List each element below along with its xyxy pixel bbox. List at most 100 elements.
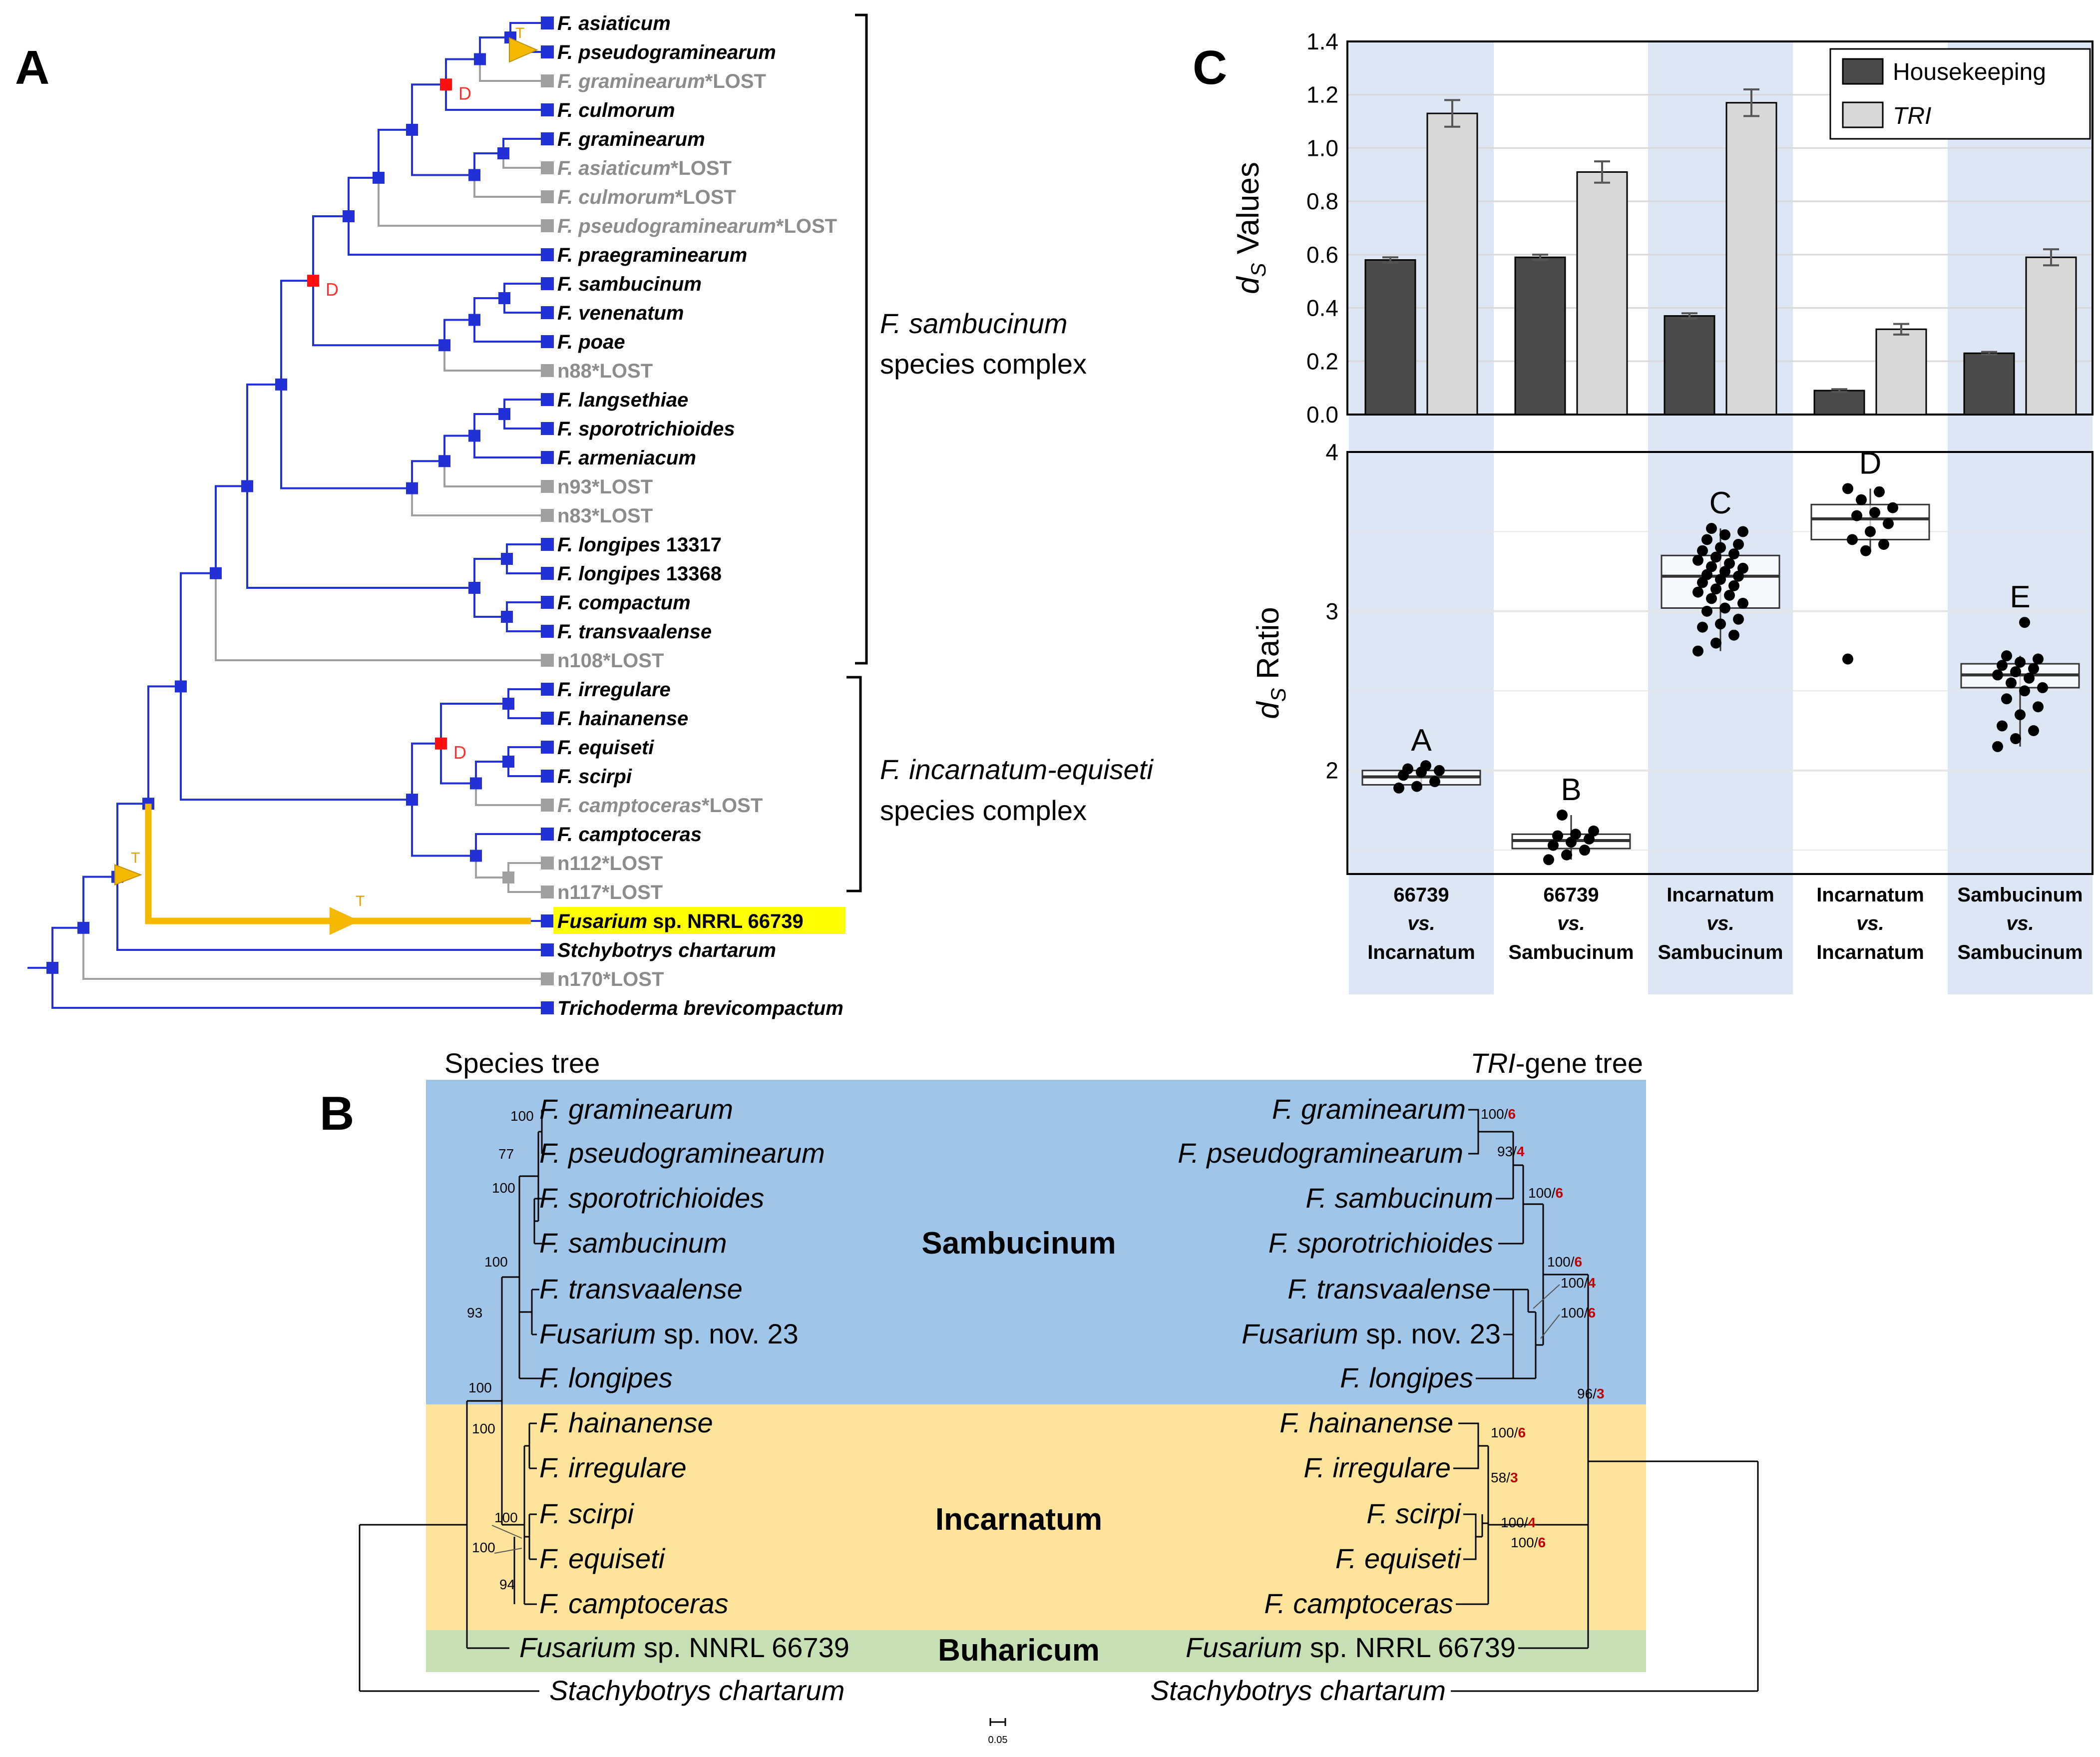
panel-a-events: D D D T T T <box>114 25 538 935</box>
leaf-node <box>541 335 554 348</box>
species-tree-support: 77 <box>498 1146 514 1162</box>
data-point <box>1715 542 1726 553</box>
data-point <box>2033 653 2044 665</box>
leaf-node <box>541 190 554 203</box>
data-point <box>1692 554 1703 566</box>
leaf-label-italic: F. compactum <box>557 592 691 614</box>
species-tree-branches <box>359 1109 549 1692</box>
leaf-label-rest: *LOST <box>702 795 763 817</box>
data-point <box>2019 685 2030 697</box>
tree-branch <box>312 281 444 347</box>
internal-node <box>438 339 450 352</box>
gene-tree-support: 58/3 <box>1491 1470 1518 1485</box>
tree-branch <box>473 558 507 588</box>
leaf-node <box>541 654 554 667</box>
leaf-label-italic: F. camptoceras <box>557 795 702 817</box>
support-bootstrap: 100/ <box>1481 1106 1508 1122</box>
leaf-label: F. irregulare <box>557 679 671 701</box>
tree-branch <box>348 176 379 216</box>
support-bootstrap: 96/ <box>1577 1386 1597 1401</box>
y-tick-label: 0.0 <box>1306 402 1338 428</box>
legend-housekeeping-label: Housekeeping <box>1893 59 2046 85</box>
leaf-label: F. longipes 13368 <box>557 563 722 585</box>
tri-bar <box>1576 171 1628 416</box>
tree-branch <box>473 320 541 343</box>
y-axis-label: dS Values <box>1231 162 1270 294</box>
data-point <box>2024 672 2035 684</box>
leaf-node <box>541 219 554 232</box>
data-point <box>1706 561 1717 572</box>
data-point <box>1883 518 1894 529</box>
support-red-value: 6 <box>1588 1305 1596 1320</box>
data-point <box>1710 583 1721 595</box>
data-point <box>1719 602 1730 614</box>
leaf-label: F. equiseti <box>557 737 654 759</box>
gene-tree-branches <box>1451 1109 1759 1692</box>
tree-branch <box>473 175 541 198</box>
data-point <box>1393 782 1404 794</box>
leaf-label: Trichoderma brevicompactum <box>557 997 843 1019</box>
leaf-node <box>541 161 554 174</box>
transfer-arrow <box>114 864 142 886</box>
internal-node <box>438 455 450 467</box>
support-bootstrap: 100/ <box>1561 1275 1588 1291</box>
leaf-label: F. asiaticum <box>557 12 671 34</box>
tree-branch <box>479 36 510 59</box>
housekeeping-bar <box>1364 259 1416 416</box>
species-tree-support: 100 <box>468 1380 492 1395</box>
tree-branch <box>378 128 412 178</box>
taxon-italic: F. sporotrichioides <box>539 1182 764 1214</box>
error-bar <box>1981 351 1997 356</box>
support-red-value: 6 <box>1508 1106 1516 1122</box>
taxon-italic: F. transvaalense <box>1287 1273 1491 1305</box>
data-point <box>1851 510 1862 521</box>
data-point <box>1543 854 1554 866</box>
tree-branch <box>411 800 476 857</box>
error-bar <box>1532 253 1548 261</box>
leaf-label-rest: *LOST <box>671 157 732 179</box>
internal-node <box>275 378 287 391</box>
leaf-label-italic: Trichoderma brevicompactum <box>557 997 843 1019</box>
data-point <box>1737 597 1748 609</box>
leaf-label-italic: F. asiaticum <box>557 12 671 34</box>
data-point <box>1434 765 1445 776</box>
data-point <box>1728 629 1739 641</box>
significance-letter: E <box>2010 580 2030 614</box>
leaf-label: F. langsethiae <box>557 389 688 411</box>
data-point <box>1710 551 1721 563</box>
category-label-vs: vs. <box>1557 912 1585 934</box>
support-red-value: 6 <box>1538 1535 1546 1550</box>
species-tree-support: 100 <box>472 1540 495 1555</box>
leaf-node <box>541 45 554 58</box>
tree-branch <box>348 216 541 256</box>
support-bootstrap: 58/ <box>1491 1470 1510 1485</box>
leaf-label-rest: *LOST <box>705 70 766 92</box>
incarnatum-clade-background <box>426 1404 1646 1630</box>
data-point <box>1856 494 1867 505</box>
internal-node <box>474 53 486 65</box>
leaf-label: n108*LOST <box>557 650 664 672</box>
panel-a-label: A <box>15 41 49 94</box>
category-label-line3: Sambucinum <box>1658 941 1783 963</box>
category-label-line1: Incarnatum <box>1667 884 1774 906</box>
gene-tree-taxon: F. longipes <box>1340 1362 1473 1393</box>
species-tree-support: 100 <box>510 1108 534 1124</box>
data-point <box>2028 663 2039 674</box>
data-point <box>2028 725 2039 737</box>
clade-label-buharicum: Buharicum <box>938 1633 1100 1668</box>
transfer-branch <box>145 804 531 924</box>
leaf-label-italic: F. transvaalense <box>557 621 712 643</box>
data-point <box>1697 545 1708 556</box>
leaf-label-italic: F. graminearum <box>557 70 705 92</box>
internal-node <box>470 777 482 790</box>
data-point <box>1887 502 1898 513</box>
tri-bar <box>2025 256 2077 416</box>
leaf-label: n117*LOST <box>557 881 663 903</box>
leaf-node <box>541 741 554 754</box>
leaf-node <box>541 103 554 116</box>
internal-node <box>406 482 418 494</box>
data-point <box>1733 538 1744 550</box>
duplication-node <box>435 737 447 750</box>
data-point <box>2010 733 2021 744</box>
leaf-node <box>541 914 554 927</box>
